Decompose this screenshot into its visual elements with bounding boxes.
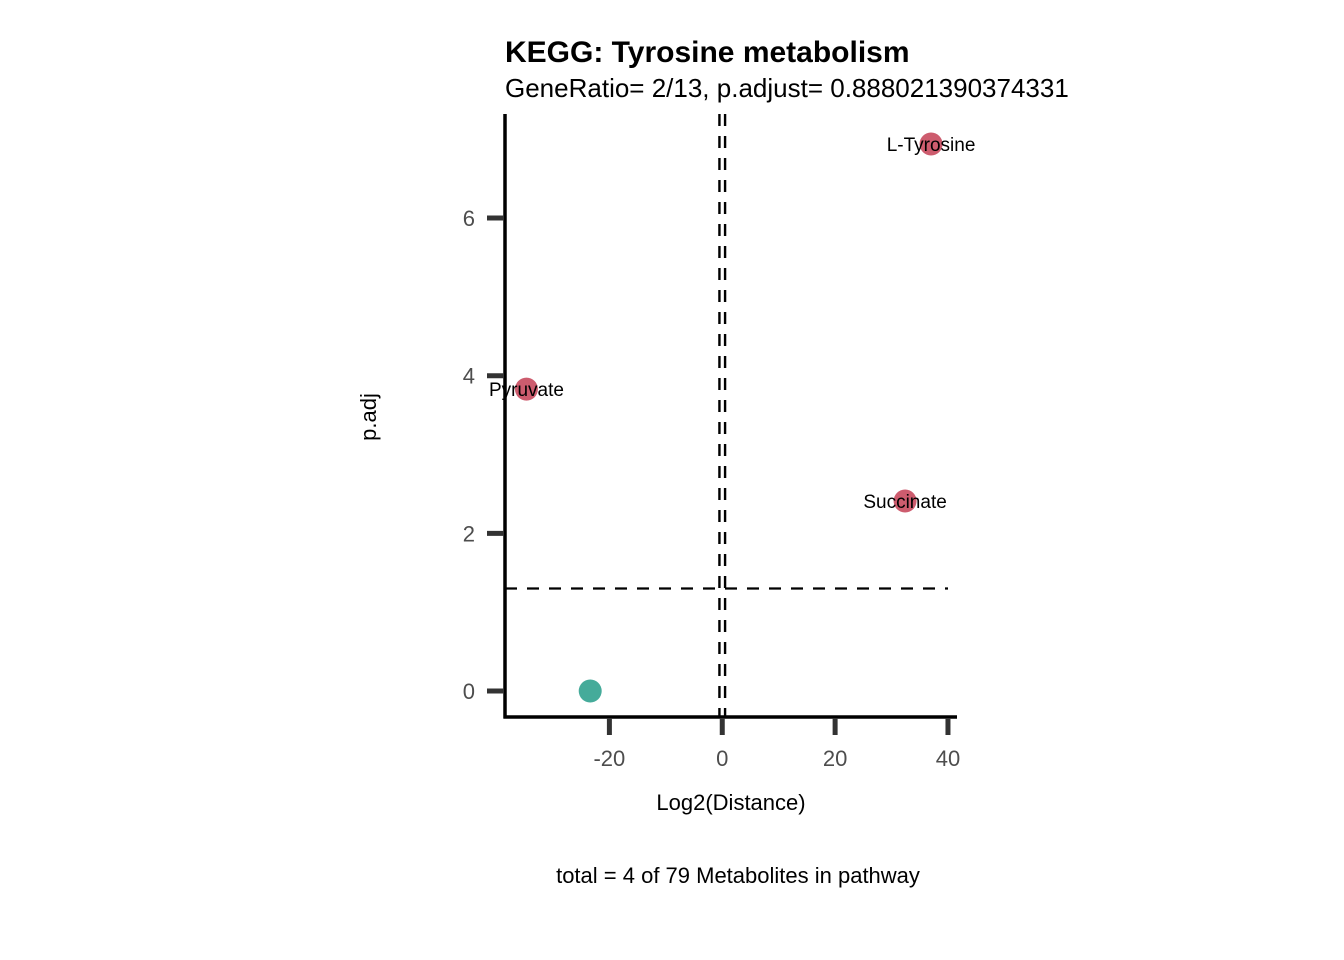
x-tick-label: -20 bbox=[593, 746, 625, 771]
y-axis-ticks: 0 2 4 6 bbox=[463, 206, 504, 704]
data-point-l-tyrosine bbox=[919, 132, 943, 156]
point-label-l-tyrosine: L-Tyrosine bbox=[887, 135, 976, 156]
data-point-pyruvate bbox=[514, 377, 538, 401]
x-tick-label: 0 bbox=[716, 746, 728, 771]
y-tick-label: 6 bbox=[463, 206, 475, 231]
point-label-succinate: Succinate bbox=[863, 492, 946, 513]
x-tick-label: 40 bbox=[936, 746, 960, 771]
y-tick-label: 4 bbox=[463, 364, 475, 389]
axes bbox=[503, 114, 957, 719]
x-tick-label: 20 bbox=[823, 746, 847, 771]
reference-lines bbox=[505, 114, 948, 717]
y-axis-title: p.adj bbox=[356, 393, 381, 441]
data-point-succinate bbox=[893, 489, 917, 513]
y-tick-label: 0 bbox=[463, 679, 475, 704]
y-tick-label: 2 bbox=[463, 521, 475, 546]
x-axis-ticks: -20 0 20 40 bbox=[593, 718, 960, 771]
chart-subtitle: GeneRatio= 2/13, p.adjust= 0.88802139037… bbox=[505, 73, 1069, 103]
chart-caption: total = 4 of 79 Metabolites in pathway bbox=[556, 863, 920, 888]
chart-title: KEGG: Tyrosine metabolism bbox=[505, 36, 910, 69]
x-axis-title: Log2(Distance) bbox=[656, 790, 805, 815]
data-points: L-Tyrosine Pyruvate Succinate bbox=[489, 132, 976, 703]
point-label-pyruvate: Pyruvate bbox=[489, 380, 564, 401]
data-point-unlabeled bbox=[578, 679, 602, 703]
